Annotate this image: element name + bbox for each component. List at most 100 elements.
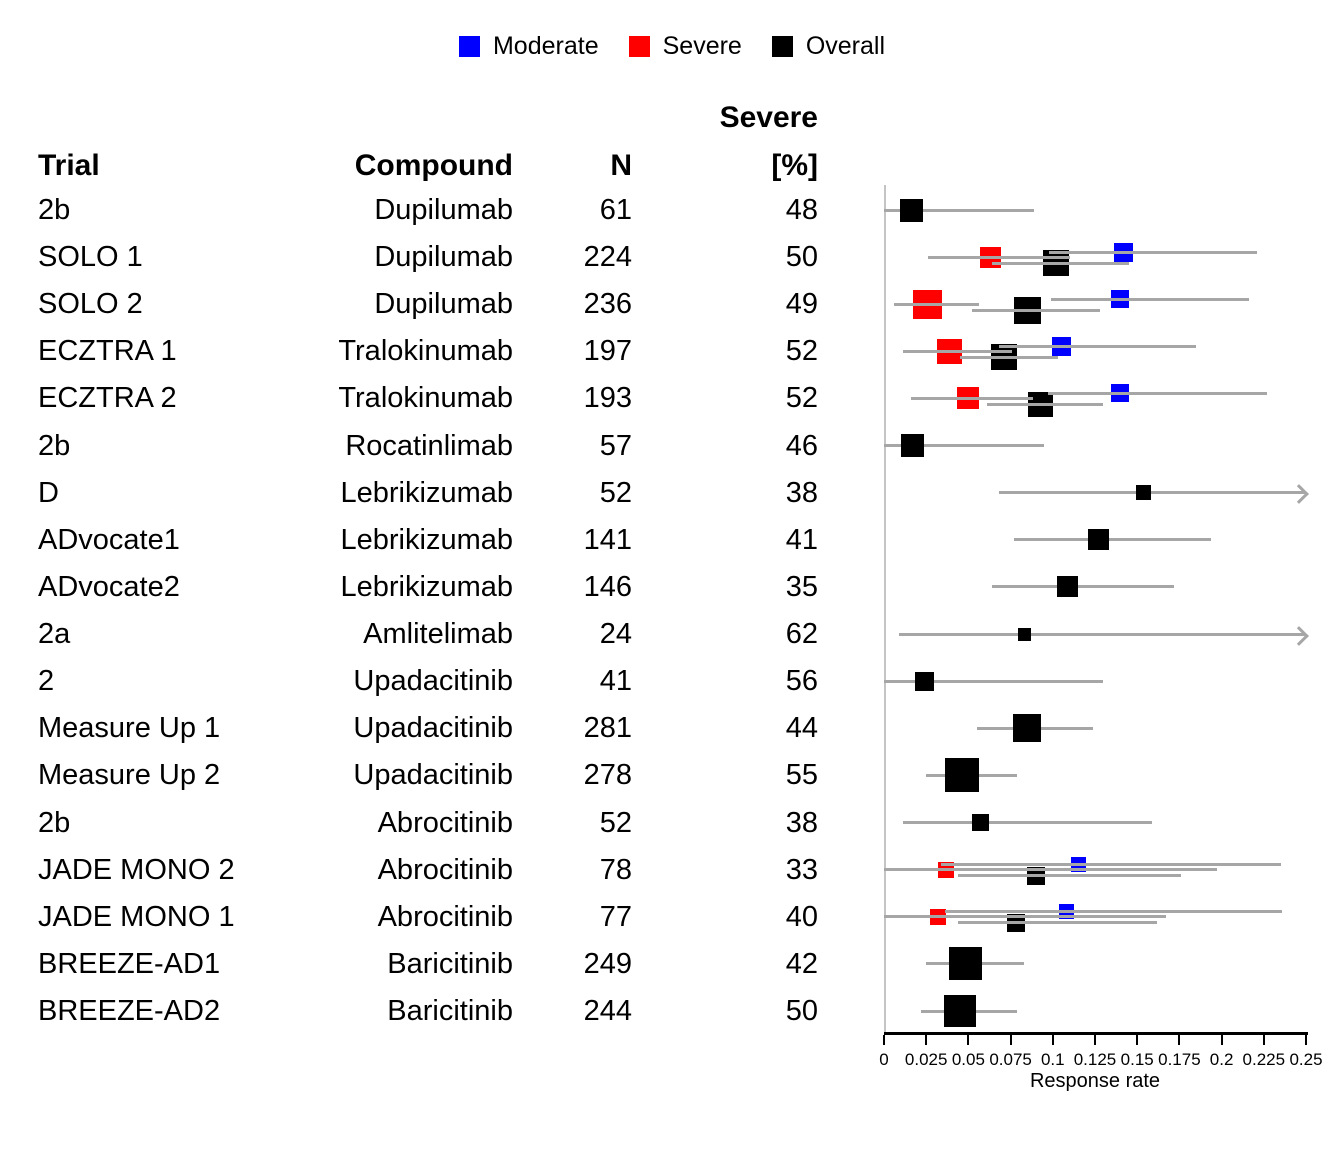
severe-pct-cell: 49 [785, 288, 818, 321]
overall-ci-line [924, 444, 1045, 448]
severe-pct-cell: 38 [785, 476, 818, 509]
x-axis-tick-label: 0.225 [1242, 1050, 1286, 1069]
trial-cell: 2b [38, 429, 71, 462]
x-axis-title: Response rate [1029, 1070, 1161, 1092]
n-cell: 61 [599, 194, 632, 226]
overall-ci-line [884, 444, 902, 448]
arrow-right-icon [1289, 625, 1309, 646]
severe-ci-line [884, 915, 1166, 919]
column-header-severe-top: Severe [719, 101, 818, 134]
trial-cell: JADE MONO 2 [38, 853, 235, 886]
n-cell: 278 [583, 759, 632, 792]
overall-point-marker [971, 814, 989, 832]
x-axis-tick [925, 1035, 928, 1045]
severe-pct-cell: 46 [785, 429, 818, 462]
x-axis-tick [1305, 1035, 1307, 1045]
overall-ci-line [899, 632, 1018, 636]
overall-point-marker [943, 995, 976, 1028]
compound-cell: Lebrikizumab [340, 523, 513, 556]
overall-ci-line [998, 491, 1137, 495]
compound-cell: Lebrikizumab [340, 570, 513, 603]
severe-ci-line [902, 349, 1013, 353]
trial-cell: Measure Up 2 [38, 759, 221, 792]
n-cell: 224 [583, 241, 632, 274]
trial-cell: SOLO 2 [38, 288, 143, 321]
overall-point-marker [1057, 576, 1079, 598]
severe-pct-cell: 35 [785, 570, 818, 603]
n-cell: 78 [599, 853, 632, 886]
x-axis-tick-label: 0.2 [1209, 1050, 1234, 1069]
severe-ci-line [927, 255, 1070, 259]
severe-pct-cell: 55 [785, 759, 818, 792]
x-axis-tick-label: 0.25 [1289, 1050, 1323, 1069]
moderate-ci-line [944, 910, 1283, 914]
n-cell: 57 [599, 429, 632, 462]
compound-cell: Upadacitinib [353, 665, 513, 698]
n-cell: 41 [599, 665, 632, 698]
moderate-swatch-icon [458, 36, 480, 57]
overall-point-marker [901, 434, 925, 458]
overall-ci-line [926, 773, 945, 777]
n-cell: 244 [583, 995, 632, 1028]
overall-ci-line [992, 261, 1129, 265]
legend: Moderate Severe Overall [0, 34, 1344, 59]
overall-point-marker [899, 198, 923, 222]
column-header-severe-pct: [%] [771, 149, 818, 182]
severe-pct-cell: 42 [785, 947, 818, 980]
legend-label: Moderate [492, 32, 599, 60]
compound-cell: Amlitelimab [363, 618, 513, 651]
trial-cell: JADE MONO 1 [38, 900, 235, 933]
n-cell: 141 [583, 523, 632, 556]
compound-cell: Upadacitinib [353, 759, 513, 792]
n-cell: 77 [599, 900, 632, 933]
overall-ci-line [921, 1009, 944, 1013]
legend-label: Overall [805, 32, 886, 60]
overall-ci-line [922, 208, 1035, 212]
severe-pct-cell: 50 [785, 995, 818, 1028]
compound-cell: Rocatinlimab [345, 429, 513, 462]
trial-cell: 2a [38, 618, 71, 651]
trial-cell: 2b [38, 194, 71, 226]
trial-cell: Measure Up 1 [38, 712, 221, 745]
overall-ci-line [971, 308, 1101, 312]
overall-point-marker [948, 947, 982, 981]
overall-ci-line [884, 679, 915, 683]
overall-point-marker [1013, 714, 1042, 743]
trial-cell: BREEZE-AD2 [38, 995, 221, 1028]
overall-ci-line [884, 208, 900, 212]
overall-ci-line [986, 402, 1104, 406]
n-cell: 281 [583, 712, 632, 745]
overall-ci-line [1013, 538, 1088, 542]
overall-point-marker [1017, 627, 1031, 641]
severe-pct-cell: 56 [785, 665, 818, 698]
overall-ci-line [976, 726, 1014, 730]
legend-item-overall: Overall [771, 32, 886, 60]
x-axis-tick [1178, 1035, 1181, 1045]
trial-cell: ECZTRA 2 [38, 382, 177, 415]
x-axis-tick [1262, 1035, 1265, 1045]
legend-item-moderate: Moderate [458, 32, 599, 60]
x-axis-tick [967, 1035, 970, 1045]
severe-pct-cell: 48 [785, 194, 818, 226]
x-axis-line [884, 1032, 1308, 1035]
x-axis-tick [1009, 1035, 1012, 1045]
x-axis-tick-label: 0.05 [951, 1050, 985, 1069]
severe-pct-cell: 44 [785, 712, 818, 745]
x-axis-tick-label: 0 [879, 1050, 889, 1069]
compound-cell: Tralokinumab [338, 382, 513, 415]
overall-ci-line [981, 962, 1025, 966]
trial-cell: 2b [38, 806, 71, 839]
compound-cell: Tralokinumab [338, 335, 513, 368]
severe-pct-cell: 50 [785, 241, 818, 274]
trial-cell: BREEZE-AD1 [38, 947, 221, 980]
x-axis-tick-label: 0.175 [1158, 1050, 1201, 1069]
x-axis-tick [883, 1035, 885, 1045]
overall-ci-line [926, 962, 949, 966]
n-cell: 52 [599, 476, 632, 509]
overall-ci-line [958, 874, 1182, 878]
overall-ci-line [934, 679, 1104, 683]
compound-cell: Upadacitinib [353, 712, 513, 745]
column-header-trial: Trial [38, 149, 100, 182]
severe-ci-line [911, 396, 1033, 400]
